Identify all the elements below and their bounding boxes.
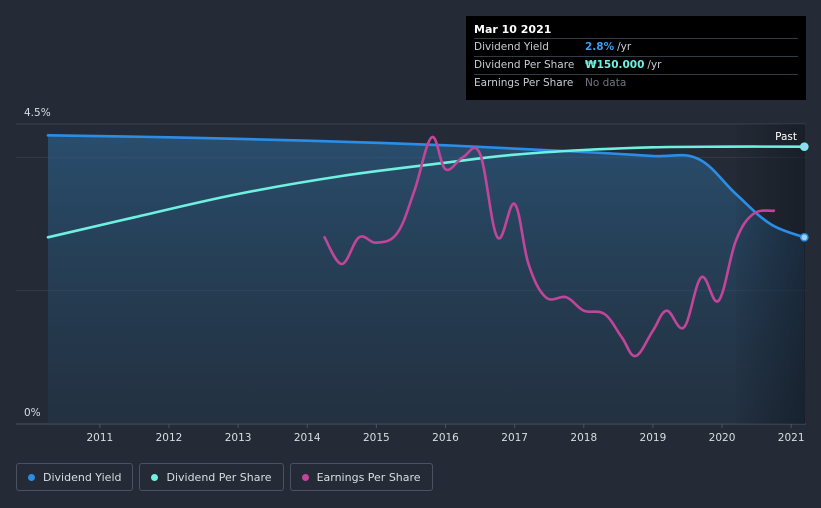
tooltip-value: 2.8% xyxy=(585,41,615,53)
dividend-per-share-endpoint-marker xyxy=(799,142,809,152)
endpoint-markers xyxy=(799,142,809,242)
area-layer xyxy=(48,135,805,425)
x-tick-label: 2011 xyxy=(86,432,113,444)
legend-dot-icon xyxy=(301,473,309,481)
tooltip-value: No data xyxy=(585,77,627,89)
dividend-yield-endpoint-marker xyxy=(799,232,809,242)
x-tick-label: 2013 xyxy=(225,432,252,444)
x-tick-label: 2014 xyxy=(294,432,321,444)
chart-legend: Dividend Yield Dividend Per Share Earnin… xyxy=(16,463,433,491)
past-region xyxy=(735,124,805,424)
dividend-yield-area xyxy=(48,135,805,425)
tooltip-value: ₩150.000 xyxy=(585,59,645,71)
tooltip-label: Dividend Per Share xyxy=(474,59,575,71)
x-tick-label: 2017 xyxy=(501,432,528,444)
y-axis-max-label: 4.5% xyxy=(24,107,51,119)
tooltip-label: Dividend Yield xyxy=(474,41,549,53)
x-tick-label: 2021 xyxy=(778,432,805,444)
tooltip-date: Mar 10 2021 xyxy=(474,23,552,36)
data-tooltip: Mar 10 2021 Dividend Yield 2.8% /yr Divi… xyxy=(466,16,806,100)
earnings-per-share-line xyxy=(323,135,776,358)
series-lines xyxy=(46,134,806,358)
x-tick-label: 2019 xyxy=(640,432,667,444)
x-tick-label: 2012 xyxy=(156,432,183,444)
legend-dot-icon xyxy=(28,473,35,481)
legend-dot-icon xyxy=(151,473,159,481)
tooltip-unit: /yr xyxy=(617,41,632,53)
legend-item-dividend-per-share[interactable]: Dividend Per Share xyxy=(139,463,284,491)
x-tick-label: 2015 xyxy=(363,432,390,444)
legend-label: Dividend Yield xyxy=(43,470,122,484)
x-tick-label: 2018 xyxy=(570,432,597,444)
tooltip-row-dividend-per-share: Dividend Per Share ₩150.000 /yr xyxy=(474,56,798,74)
tooltip-row-dividend-yield: Dividend Yield 2.8% /yr xyxy=(474,38,798,56)
x-tick-label: 2016 xyxy=(432,432,459,444)
y-axis-min-label: 0% xyxy=(24,407,41,419)
x-axis-ticks: 2011 2012 2013 2014 2015 2016 2017 2018 2019 2020… xyxy=(86,424,805,444)
past-label: Past xyxy=(775,131,797,143)
x-tick-label: 2020 xyxy=(709,432,736,444)
tooltip-label: Earnings Per Share xyxy=(474,77,574,89)
legend-item-dividend-yield[interactable]: Dividend Yield xyxy=(16,463,134,491)
tooltip-unit: /yr xyxy=(647,59,662,71)
tooltip-row-earnings-per-share: Earnings Per Share No data xyxy=(474,74,798,92)
legend-item-earnings-per-share[interactable]: Earnings Per Share xyxy=(289,463,433,491)
legend-label: Dividend Per Share xyxy=(166,470,272,484)
legend-label: Earnings Per Share xyxy=(316,470,421,484)
